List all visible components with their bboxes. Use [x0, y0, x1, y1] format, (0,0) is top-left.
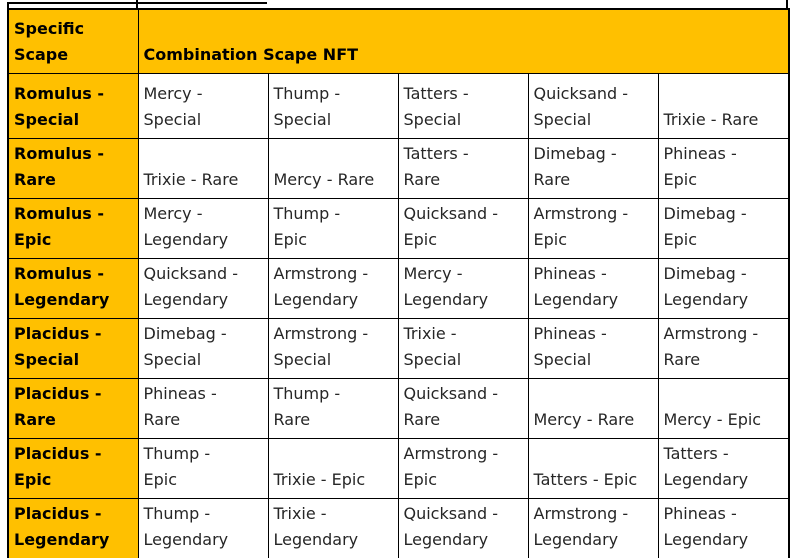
row-header-cell: Placidus - Legendary — [7, 497, 139, 558]
row-header-cell: Romulus - Legendary — [7, 257, 139, 319]
combo-cell: Armstrong - Rare — [657, 317, 790, 379]
combo-cell: Trixie - Epic — [267, 437, 399, 499]
combo-cell: Thump - Rare — [267, 377, 399, 439]
combo-cell: Phineas - Epic — [657, 137, 790, 199]
combo-cell: Tatters - Rare — [397, 137, 529, 199]
combination-scape-header-cell: Combination Scape NFT — [137, 8, 790, 74]
combo-cell: Phineas - Special — [527, 317, 659, 379]
combo-cell: Phineas - Legendary — [527, 257, 659, 319]
combo-cell: Dimebag - Rare — [527, 137, 659, 199]
combo-cell: Mercy - Legendary — [137, 197, 269, 259]
combo-cell: Quicksand - Special — [527, 72, 659, 139]
table-row: Romulus - Rare Trixie - Rare Mercy - Rar… — [7, 137, 790, 199]
cropped-row-column-tick — [136, 0, 138, 9]
row-header-cell: Romulus - Rare — [7, 137, 139, 199]
cropped-row-right-tick — [786, 0, 788, 9]
table-row: Placidus - Legendary Thump - Legendary T… — [7, 497, 790, 558]
combo-cell: Phineas - Legendary — [657, 497, 790, 558]
combo-cell: Tatters - Special — [397, 72, 529, 139]
combo-cell: Trixie - Legendary — [267, 497, 399, 558]
combo-cell: Mercy - Special — [137, 72, 269, 139]
combo-cell: Thump - Legendary — [137, 497, 269, 558]
combo-cell: Quicksand - Legendary — [137, 257, 269, 319]
nft-combination-table: Specific Scape Combination Scape NFT Rom… — [7, 8, 791, 558]
nft-combination-table-wrap: Specific Scape Combination Scape NFT Rom… — [7, 8, 791, 558]
combo-cell: Armstrong - Epic — [397, 437, 529, 499]
combo-cell: Mercy - Legendary — [397, 257, 529, 319]
combo-cell: Armstrong - Legendary — [527, 497, 659, 558]
combo-cell: Thump - Special — [267, 72, 399, 139]
combo-cell: Armstrong - Epic — [527, 197, 659, 259]
combo-cell: Mercy - Epic — [657, 377, 790, 439]
row-header-cell: Placidus - Special — [7, 317, 139, 379]
table-row: Romulus - Special Mercy - Special Thump … — [7, 72, 790, 139]
header-row: Specific Scape Combination Scape NFT — [7, 8, 790, 74]
combo-cell: Tatters - Legendary — [657, 437, 790, 499]
row-header-cell: Romulus - Epic — [7, 197, 139, 259]
cropped-row-left-tick — [7, 2, 9, 9]
table-row: Placidus - Rare Phineas - Rare Thump - R… — [7, 377, 790, 439]
table-row: Placidus - Special Dimebag - Special Arm… — [7, 317, 790, 379]
corner-header-cell: Specific Scape — [7, 8, 139, 74]
combo-cell: Mercy - Rare — [527, 377, 659, 439]
combo-cell: Dimebag - Legendary — [657, 257, 790, 319]
combo-cell: Dimebag - Special — [137, 317, 269, 379]
combo-cell: Trixie - Special — [397, 317, 529, 379]
combo-cell: Tatters - Epic — [527, 437, 659, 499]
combo-cell: Quicksand - Rare — [397, 377, 529, 439]
combo-cell: Thump - Epic — [267, 197, 399, 259]
combo-cell: Trixie - Rare — [657, 72, 790, 139]
combo-cell: Quicksand - Epic — [397, 197, 529, 259]
combo-cell: Mercy - Rare — [267, 137, 399, 199]
table-row: Romulus - Legendary Quicksand - Legendar… — [7, 257, 790, 319]
row-header-cell: Placidus - Epic — [7, 437, 139, 499]
table-row: Romulus - Epic Mercy - Legendary Thump -… — [7, 197, 790, 259]
combo-cell: Armstrong - Legendary — [267, 257, 399, 319]
combo-cell: Thump - Epic — [137, 437, 269, 499]
combo-cell: Armstrong - Special — [267, 317, 399, 379]
row-header-cell: Romulus - Special — [7, 72, 139, 139]
combo-cell: Dimebag - Epic — [657, 197, 790, 259]
row-header-cell: Placidus - Rare — [7, 377, 139, 439]
table-row: Placidus - Epic Thump - Epic Trixie - Ep… — [7, 437, 790, 499]
combo-cell: Quicksand - Legendary — [397, 497, 529, 558]
combo-cell: Trixie - Rare — [137, 137, 269, 199]
combo-cell: Phineas - Rare — [137, 377, 269, 439]
